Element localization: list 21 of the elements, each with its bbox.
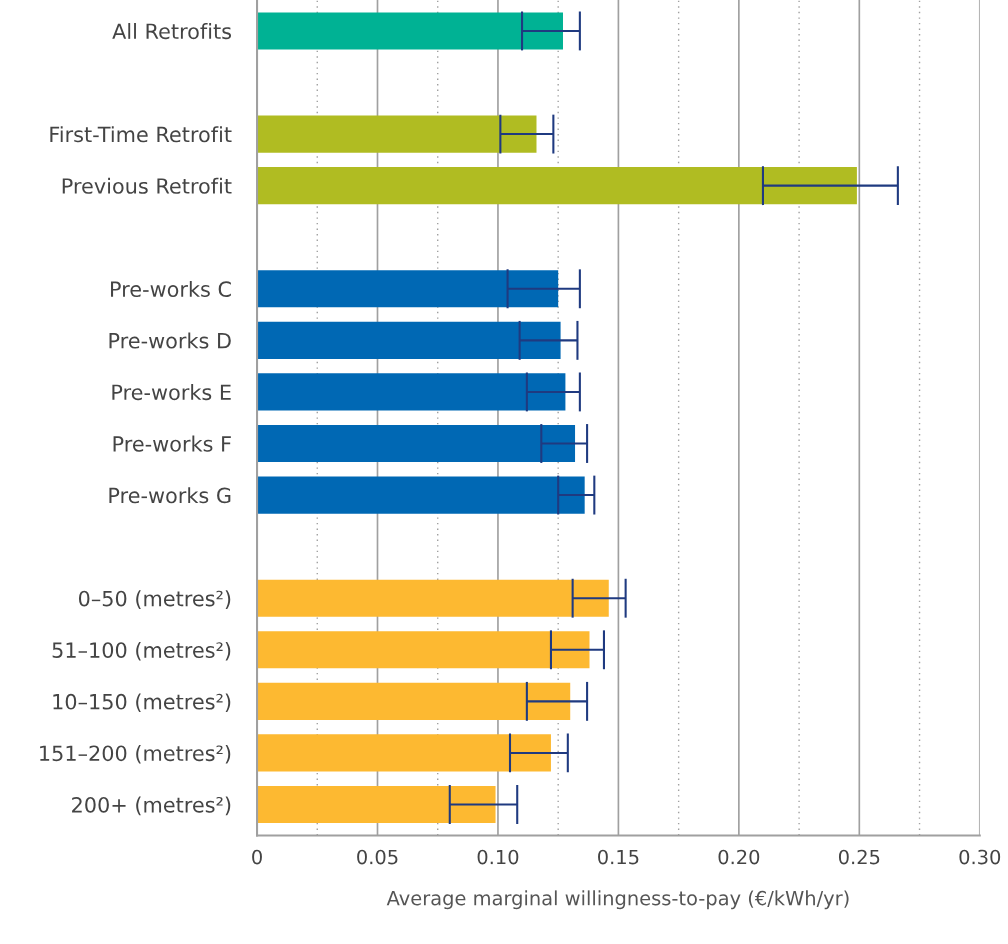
- y-tick-label: Pre-works C: [111, 280, 231, 298]
- y-tick-label: 51–100 (metres²): [52, 641, 231, 661]
- x-axis-title: Average marginal willingness-to-pay (€/kWh/yr): [386, 890, 849, 910]
- x-tick-label: 0: [252, 849, 262, 865]
- x-tick-label: 0.15: [598, 849, 639, 865]
- y-tick-label: Previous Retrofit: [62, 177, 232, 194]
- y-tick-label: Pre-works E: [112, 384, 231, 401]
- x-tick-label: 0.25: [838, 849, 880, 865]
- x-tick-label: 0.10: [477, 849, 519, 865]
- y-tick-label: Pre-works F: [113, 435, 231, 452]
- y-tick-label: Pre-works G: [109, 487, 231, 504]
- y-tick-label: 10–150 (metres²): [53, 693, 231, 713]
- y-tick-label: 151–200 (metres²): [40, 745, 231, 764]
- y-tick-label: First-Time Retrofit: [50, 126, 232, 143]
- x-tick-label: 0.05: [357, 849, 398, 865]
- x-tick-label: 0.20: [718, 849, 760, 865]
- x-tick-label: 0.30: [959, 849, 1001, 865]
- y-tick-label: 200+ (metres²): [72, 796, 231, 816]
- y-tick-label: Pre-works D: [109, 332, 231, 349]
- y-tick-label: All Retrofits: [112, 23, 232, 40]
- y-tick-label: 0–50 (metres²): [78, 590, 231, 609]
